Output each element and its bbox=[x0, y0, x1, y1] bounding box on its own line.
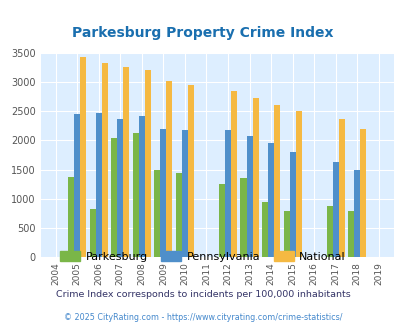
Bar bbox=[102, 63, 108, 257]
Bar bbox=[145, 70, 151, 257]
Bar bbox=[132, 133, 139, 257]
Bar bbox=[224, 130, 230, 257]
Text: Parkesburg Property Crime Index: Parkesburg Property Crime Index bbox=[72, 26, 333, 40]
Bar bbox=[117, 118, 123, 257]
Bar bbox=[188, 85, 194, 257]
Bar bbox=[332, 162, 338, 257]
Bar bbox=[359, 129, 365, 257]
Text: © 2025 CityRating.com - https://www.cityrating.com/crime-statistics/: © 2025 CityRating.com - https://www.city… bbox=[64, 313, 341, 322]
Bar bbox=[230, 91, 237, 257]
Bar bbox=[252, 98, 258, 257]
Legend: Parkesburg, Pennsylvania, National: Parkesburg, Pennsylvania, National bbox=[55, 247, 350, 267]
Bar bbox=[111, 138, 117, 257]
Bar bbox=[139, 115, 145, 257]
Bar bbox=[166, 81, 172, 257]
Bar bbox=[261, 202, 267, 257]
Bar bbox=[295, 111, 301, 257]
Text: Crime Index corresponds to incidents per 100,000 inhabitants: Crime Index corresponds to incidents per… bbox=[55, 290, 350, 299]
Bar bbox=[267, 144, 273, 257]
Bar bbox=[123, 67, 129, 257]
Bar bbox=[353, 170, 359, 257]
Bar bbox=[326, 206, 332, 257]
Bar bbox=[68, 177, 74, 257]
Bar bbox=[175, 173, 181, 257]
Bar bbox=[246, 136, 252, 257]
Bar bbox=[181, 130, 188, 257]
Bar bbox=[80, 57, 86, 257]
Bar bbox=[338, 118, 344, 257]
Bar bbox=[218, 184, 224, 257]
Bar bbox=[154, 170, 160, 257]
Bar bbox=[160, 129, 166, 257]
Bar bbox=[289, 152, 295, 257]
Bar bbox=[240, 179, 246, 257]
Bar bbox=[273, 105, 279, 257]
Bar bbox=[96, 113, 102, 257]
Bar bbox=[347, 211, 353, 257]
Bar bbox=[74, 114, 80, 257]
Bar bbox=[90, 209, 96, 257]
Bar bbox=[283, 211, 289, 257]
